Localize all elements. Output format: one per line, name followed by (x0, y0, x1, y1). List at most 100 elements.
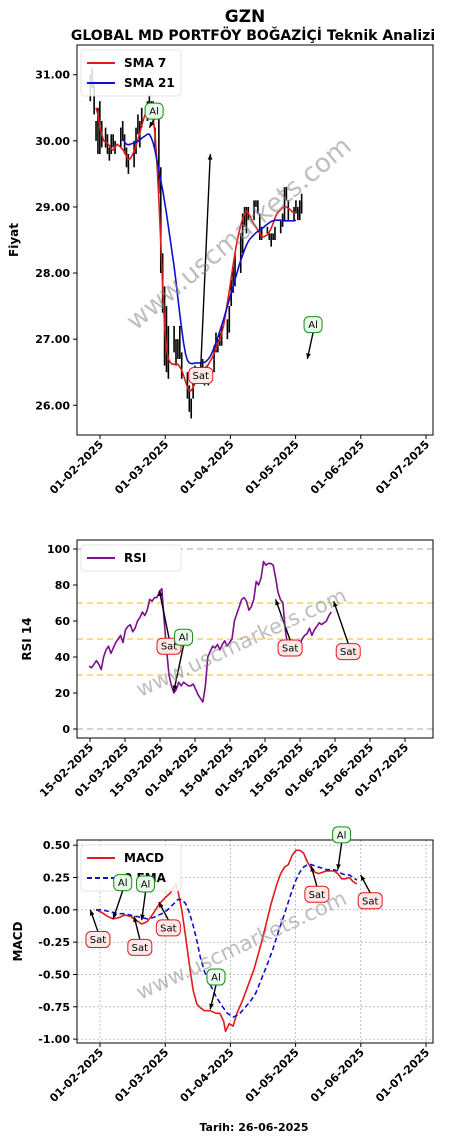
annotation-box (206, 968, 226, 986)
sell-annotation: Sat (188, 154, 214, 385)
annotation-label: Sat (132, 943, 148, 954)
y-tick-label: 60 (55, 615, 71, 628)
annotation-label: Sat (282, 644, 298, 655)
x-tick-label: 01-04-2025 (178, 1046, 237, 1105)
annotation-box (303, 316, 323, 334)
annotation-label: Al (149, 107, 159, 118)
annotation-box (113, 874, 133, 892)
annotation-box (357, 892, 383, 910)
annotation-box (332, 826, 352, 844)
annotation-box (85, 931, 111, 949)
x-tick-label: 01-03-2025 (112, 438, 171, 497)
buy-annotation: Al (303, 316, 323, 360)
annotation-arrowhead (310, 865, 315, 872)
sell-annotation: Sat (155, 901, 181, 937)
legend-label: SMA 7 (124, 56, 166, 70)
y-tick-label: 100 (47, 543, 70, 556)
chart-title: GZN (225, 7, 266, 27)
annotation-label: Sat (161, 642, 177, 653)
annotation-arrowhead (333, 601, 338, 608)
annotation-box (188, 367, 214, 385)
buy-annotation: Al (112, 874, 133, 920)
annotation-box (136, 875, 156, 893)
legend-box (80, 544, 182, 572)
sell-annotation: Sat (333, 600, 361, 661)
annotation-arrowhead (89, 909, 95, 916)
buy-annotation: Al (206, 968, 226, 1010)
annotation-label: Sat (362, 896, 378, 907)
x-tick-label: 01-07-2025 (373, 1046, 432, 1105)
y-tick-label: -1.00 (38, 1033, 70, 1046)
rsi-line (88, 560, 332, 703)
annotation-label: Sat (160, 923, 176, 934)
sma21-line (121, 133, 297, 365)
y-tick-label: 0.25 (43, 871, 70, 884)
y-tick-label: -0.25 (38, 936, 70, 949)
y-tick-label: -0.50 (38, 968, 70, 981)
y-tick-label: 0.00 (43, 904, 70, 917)
annotation-arrowhead (207, 154, 213, 160)
sell-annotation: Sat (274, 599, 303, 657)
signal-line (96, 863, 358, 1018)
legend-box (80, 49, 182, 97)
buy-annotation: Al (136, 875, 156, 921)
y-tick-label: -0.75 (38, 1001, 70, 1014)
y-axis-label: RSI 14 (20, 617, 34, 660)
legend: SMA 7 SMA 21 (80, 49, 182, 97)
annotation-arrowhead (112, 912, 118, 919)
annotation-label: Sat (90, 935, 106, 946)
y-tick-label: 28.00 (35, 267, 70, 280)
legend: RSI (80, 544, 182, 572)
y-tick-label: 31.00 (35, 69, 70, 82)
x-tick-label: 01-03-2025 (112, 1046, 171, 1105)
macd-panel: -1.00 -0.75 -0.50 -0.25 0.00 0.25 0.50 01-02-20… (11, 826, 434, 1105)
legend-box (80, 844, 182, 892)
macd-line (95, 849, 358, 1033)
annotation-label: Al (141, 879, 151, 890)
annotation-arrowhead (336, 863, 341, 870)
sell-annotation: Sat (127, 916, 153, 956)
annotation-arrow (274, 599, 291, 641)
annotation-label: Al (308, 320, 318, 331)
annotation-label: Al (211, 973, 221, 984)
annotation-box (155, 919, 181, 937)
x-tick-label: 01-02-2025 (47, 1046, 106, 1105)
x-tick-label: 01-05-2025 (243, 438, 302, 497)
annotation-arrowhead (149, 121, 155, 128)
annotation-box (144, 102, 164, 120)
annotation-arrowhead (275, 599, 280, 606)
annotation-arrowhead (360, 874, 366, 881)
x-tick-label: 01-06-2025 (308, 1046, 367, 1105)
legend-label: SMA 21 (124, 76, 175, 90)
x-tick-label: 01-05-2025 (243, 1046, 302, 1105)
legend-label: MACD (124, 851, 164, 865)
rsi-panel: 02040608010015-02-202501-03-202515-03-20… (20, 539, 434, 800)
annotation-box (174, 628, 194, 646)
annotation-label: Sat (340, 647, 356, 658)
annotation-arrow (200, 154, 211, 368)
annotation-box (127, 938, 153, 956)
annotation-arrow (173, 645, 185, 692)
y-tick-label: 20 (55, 687, 71, 700)
x-tick-label: 01-07-2025 (373, 438, 432, 497)
plot-frame (76, 539, 434, 739)
annotation-label: Sat (193, 371, 209, 382)
plot-frame (76, 44, 434, 436)
annotation-box (277, 639, 303, 657)
annotation-arrow (333, 600, 349, 644)
annotation-label: Al (179, 633, 189, 644)
annotation-arrowhead (209, 1003, 214, 1010)
buy-annotation: Al (144, 102, 164, 128)
annotation-label: Sat (309, 890, 325, 901)
annotation-arrow (158, 590, 170, 639)
y-tick-label: 40 (55, 651, 71, 664)
sell-annotation: Sat (85, 909, 111, 949)
annotation-arrowhead (158, 590, 163, 597)
y-axis-label: MACD (11, 921, 25, 961)
legend-label: RSI (124, 551, 146, 565)
y-tick-label: 29.00 (35, 201, 70, 214)
x-tick-label: 01-02-2025 (47, 438, 106, 497)
date-label: Tarih: 26-06-2025 (199, 1121, 308, 1134)
annotation-arrowhead (306, 353, 311, 359)
